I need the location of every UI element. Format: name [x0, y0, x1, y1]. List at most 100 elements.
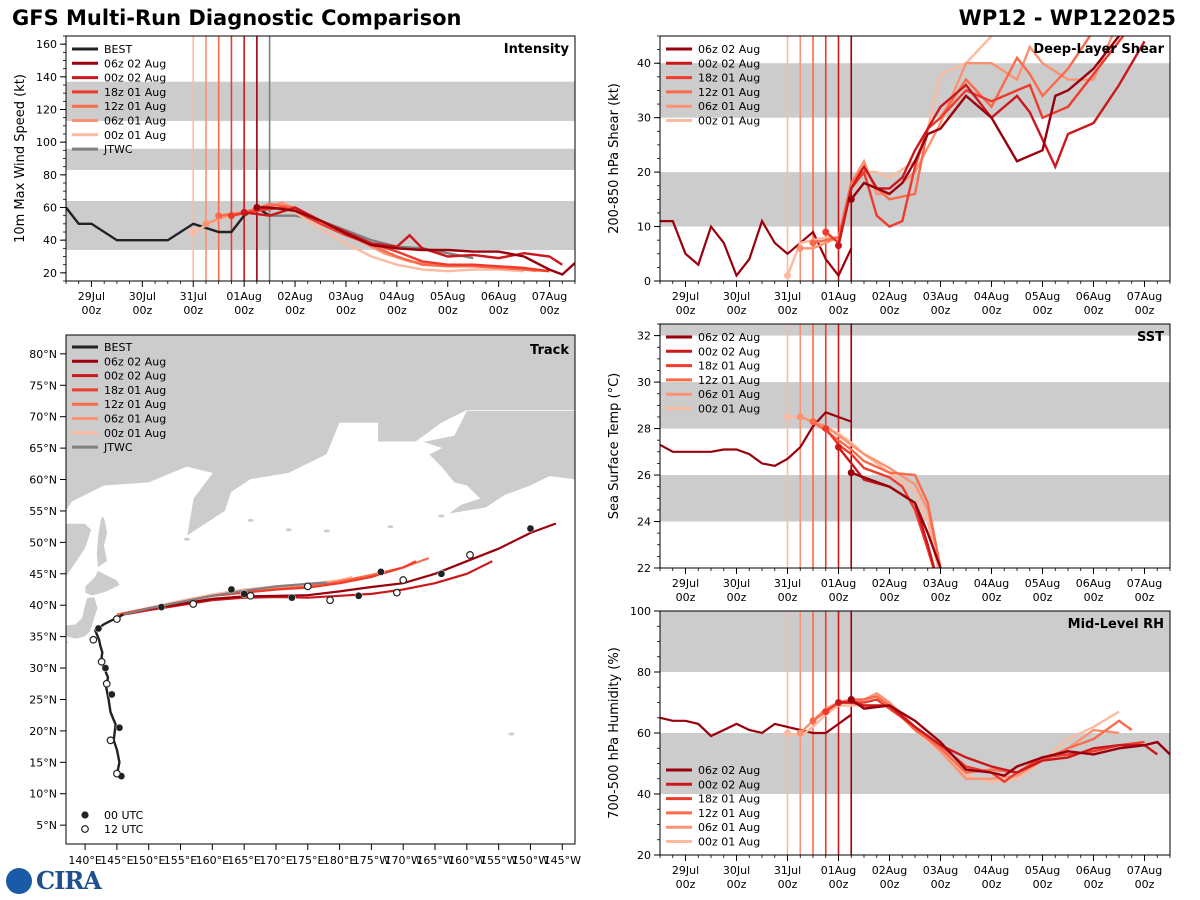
panel-title: Track — [530, 343, 569, 358]
x-tick-sublabel: 00z — [676, 591, 696, 604]
legend-label: 00z 01 Aug — [104, 129, 166, 142]
y-tick-label: 30 — [637, 376, 651, 389]
jtwc-track — [123, 581, 327, 616]
y-tick-label: 80 — [43, 169, 57, 182]
x-tick-label: 05Aug — [1025, 864, 1060, 877]
y-tick-label: 75°N — [29, 379, 57, 392]
init-marker — [809, 239, 817, 247]
point-12utc — [97, 657, 106, 666]
y-tick-label: 30 — [637, 112, 651, 125]
x-tick-label: 170°E — [259, 854, 292, 867]
x-tick-label: 02Aug — [277, 290, 312, 303]
legend-label: BEST — [104, 341, 132, 354]
y-tick-label: 140 — [36, 71, 57, 84]
legend-label: 06z 02 Aug — [104, 57, 166, 70]
panel-sst: 22242628303229Jul00z30Jul00z31Jul00z01Au… — [607, 323, 1171, 604]
island — [387, 525, 394, 529]
threshold-band — [66, 148, 575, 170]
y-tick-label: 20 — [43, 267, 57, 280]
init-marker — [253, 204, 261, 211]
legend-label: JTWC — [103, 441, 133, 454]
history-line — [660, 713, 852, 738]
legend-label: 12z 01 Aug — [698, 86, 760, 99]
y-tick-label: 28 — [637, 423, 651, 436]
threshold-band — [660, 475, 1170, 522]
plot-area — [660, 36, 1170, 281]
threshold-band — [660, 172, 1170, 227]
x-tick-sublabel: 00z — [540, 304, 560, 317]
y-tick-label: 26 — [637, 469, 651, 482]
threshold-band — [660, 611, 1170, 672]
point-00utc — [437, 569, 446, 578]
legend-label: 18z 01 Aug — [104, 86, 166, 99]
y-tick-label: 80°N — [29, 348, 57, 361]
x-tick-sublabel: 00z — [438, 304, 458, 317]
legend-label: 00z 02 Aug — [698, 57, 760, 70]
x-tick-sublabel: 00z — [880, 591, 900, 604]
threshold-band — [660, 324, 1170, 336]
init-marker — [809, 418, 817, 426]
point-12utc — [466, 551, 474, 559]
x-tick-label: 30Jul — [129, 290, 156, 303]
x-tick-label: 31Jul — [180, 290, 207, 303]
y-tick-label: 20 — [637, 166, 651, 179]
x-tick-label: 170°W — [385, 854, 422, 867]
x-tick-label: 07Aug — [532, 290, 567, 303]
x-tick-label: 02Aug — [872, 864, 907, 877]
y-axis-label: Sea Surface Temp (°C) — [607, 373, 622, 520]
x-tick-label: 31Jul — [774, 290, 801, 303]
x-tick-label: 05Aug — [1025, 290, 1060, 303]
panel-intensity: 2040608010012014016029Jul00z30Jul00z31Ju… — [13, 35, 576, 317]
legend-label: 06z 02 Aug — [698, 764, 760, 777]
legend-label: 00z 01 Aug — [698, 836, 760, 849]
init-marker — [847, 695, 855, 703]
point-00utc — [526, 524, 535, 533]
x-tick-label: 165°W — [416, 854, 453, 867]
x-tick-label: 155°E — [164, 854, 197, 867]
x-tick-label: 140°E — [68, 854, 101, 867]
init-marker — [796, 729, 804, 737]
threshold-band — [66, 81, 575, 121]
legend-label: 00z 02 Aug — [698, 778, 760, 791]
land — [421, 410, 575, 515]
legend-label: 12z 01 Aug — [698, 374, 760, 387]
marker-legend-label: 00 UTC — [104, 809, 144, 822]
point-00utc — [227, 585, 236, 594]
x-tick-label: 01Aug — [226, 290, 261, 303]
x-tick-sublabel: 00z — [132, 304, 152, 317]
y-tick-label: 60°N — [29, 474, 57, 487]
x-tick-sublabel: 00z — [336, 304, 356, 317]
point-12utc — [392, 588, 401, 597]
x-tick-sublabel: 00z — [1033, 304, 1053, 317]
x-tick-label: 04Aug — [974, 290, 1009, 303]
y-tick-label: 120 — [36, 104, 57, 117]
marker-legend-12utc — [81, 825, 89, 833]
legend-label: 18z 01 Aug — [104, 384, 166, 397]
point-12utc — [246, 591, 255, 600]
x-tick-label: 03Aug — [923, 290, 958, 303]
init-marker — [189, 228, 197, 236]
y-tick-label: 45°N — [29, 568, 57, 581]
series-line — [850, 36, 1121, 201]
x-tick-label: 30Jul — [723, 864, 750, 877]
island — [285, 528, 292, 532]
x-tick-sublabel: 00z — [676, 878, 696, 891]
x-tick-label: 01Aug — [821, 577, 856, 590]
x-tick-label: 150°E — [132, 854, 165, 867]
land — [84, 570, 121, 597]
x-tick-label: 145°E — [100, 854, 133, 867]
x-tick-sublabel: 00z — [1033, 591, 1053, 604]
y-tick-label: 100 — [36, 136, 57, 149]
x-tick-sublabel: 00z — [982, 591, 1002, 604]
y-tick-label: 20 — [637, 849, 651, 862]
y-tick-label: 25°N — [29, 693, 57, 706]
panel-title: Mid-Level RH — [1068, 617, 1164, 632]
point-00utc — [354, 591, 363, 600]
x-tick-label: 06Aug — [1076, 577, 1111, 590]
x-tick-sublabel: 00z — [829, 591, 849, 604]
init-marker — [784, 272, 791, 280]
series-line — [812, 695, 1133, 774]
